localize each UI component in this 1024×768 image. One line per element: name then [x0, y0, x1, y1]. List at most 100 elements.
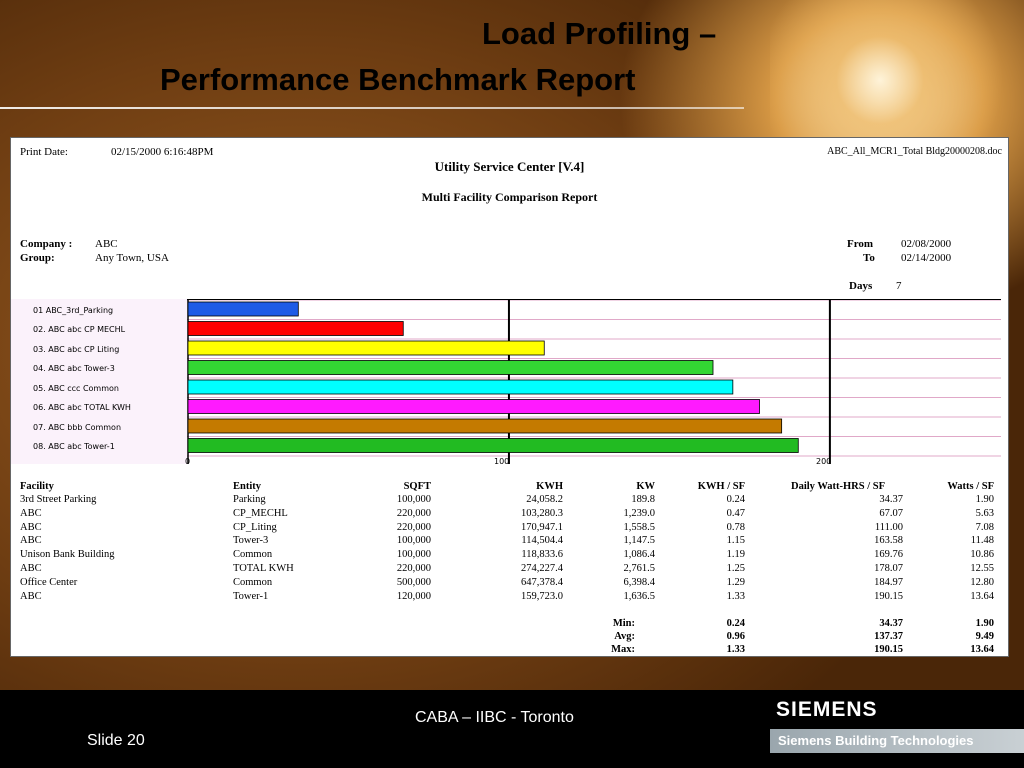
bar-5 — [187, 379, 734, 395]
col-header-kwh-sf: KWH / SF — [697, 481, 745, 492]
report-document: Print Date: 02/15/2000 6:16:48PM ABC_All… — [10, 137, 1009, 657]
category-label: 02. ABC abc CP MECHL — [33, 325, 126, 334]
cell-facility: ABC — [20, 590, 42, 602]
cell-facility: ABC — [20, 535, 42, 547]
summary-label: Avg: — [614, 631, 635, 642]
cell-watts-sf: 12.55 — [970, 563, 994, 574]
cell-kwh-sf: 1.33 — [726, 590, 745, 602]
to-label: To — [863, 252, 875, 264]
cell-facility: ABC — [20, 563, 42, 574]
cell-sqft: 500,000 — [396, 576, 431, 588]
category-label: 08. ABC abc Tower-1 — [33, 442, 115, 451]
summary-label: Max: — [611, 644, 635, 655]
cell-facility: ABC — [20, 521, 42, 533]
summary-kwh-sf: 0.24 — [726, 618, 745, 629]
footer-event-text: CABA – IIBC - Toronto — [415, 709, 574, 726]
cell-kwh: 24,058.2 — [526, 494, 563, 505]
cell-kw: 189.8 — [631, 494, 655, 505]
siemens-logo: SIEMENS — [776, 698, 878, 721]
cell-sqft: 100,000 — [396, 535, 431, 547]
cell-entity: Tower-1 — [233, 590, 269, 602]
summary-kwh-sf: 0.96 — [726, 631, 745, 642]
bar-7 — [187, 418, 783, 434]
print-date-label: Print Date: — [20, 146, 68, 158]
summary-daily-watt-hrs: 190.15 — [874, 644, 903, 655]
slide-title-line-1: Load Profiling – — [482, 16, 717, 51]
chart-plot-area — [187, 299, 1001, 464]
x-tick-label: 200 — [816, 457, 832, 466]
cell-kw: 1,239.0 — [623, 507, 656, 519]
category-label: 06. ABC abc TOTAL KWH — [33, 403, 131, 412]
division-banner: Siemens Building Technologies — [770, 729, 1024, 753]
cell-daily-watt-hrs: 67.07 — [879, 507, 903, 519]
slide-background: Load Profiling – Performance Benchmark R… — [0, 0, 1024, 690]
to-value: 02/14/2000 — [901, 252, 952, 264]
col-header-entity: Entity — [233, 481, 262, 492]
cell-watts-sf: 1.90 — [975, 494, 994, 505]
bar-6 — [187, 399, 760, 414]
days-label: Days — [849, 280, 873, 292]
col-header-daily-watt-hrs: Daily Watt-HRS / SF — [791, 481, 886, 492]
cell-kwh-sf: 1.25 — [726, 563, 745, 574]
cell-daily-watt-hrs: 169.76 — [874, 549, 903, 561]
cell-kw: 1,147.5 — [623, 535, 656, 547]
category-label: 03. ABC abc CP Liting — [33, 345, 120, 354]
col-header-sqft: SQFT — [403, 481, 431, 492]
cell-kw: 6,398.4 — [623, 576, 656, 588]
cell-daily-watt-hrs: 111.00 — [874, 521, 903, 533]
cell-watts-sf: 7.08 — [975, 521, 994, 533]
cell-kw: 1,636.5 — [623, 590, 656, 602]
category-label: 01 ABC_3rd_Parking — [33, 306, 114, 315]
benchmark-bar-chart: 01 ABC_3rd_Parking 02. ABC abc CP MECHL … — [11, 299, 1001, 469]
cell-sqft: 220,000 — [396, 563, 431, 574]
cell-sqft: 120,000 — [396, 590, 431, 602]
x-tick-label: 100 — [494, 457, 510, 466]
cell-entity: Parking — [233, 494, 266, 505]
group-label: Group: — [20, 252, 55, 264]
cell-daily-watt-hrs: 190.15 — [874, 590, 903, 602]
report-header-title: Utility Service Center [V.4] — [434, 159, 585, 174]
cell-sqft: 100,000 — [396, 549, 431, 561]
company-label: Company : — [20, 238, 73, 250]
cell-kwh-sf: 0.47 — [726, 507, 745, 519]
slide-footer: CABA – IIBC - Toronto Slide 20 SIEMENS S… — [0, 690, 1024, 768]
x-tick-label: 0 — [185, 457, 191, 466]
print-date-value: 02/15/2000 6:16:48PM — [111, 146, 214, 158]
cell-kwh: 114,504.4 — [521, 535, 563, 547]
chart-category-panel: 01 ABC_3rd_Parking 02. ABC abc CP MECHL … — [11, 299, 187, 464]
cell-kwh: 170,947.1 — [521, 521, 563, 533]
cell-facility: Office Center — [20, 576, 78, 588]
from-label: From — [847, 238, 874, 250]
cell-kwh-sf: 1.29 — [726, 576, 745, 588]
bar-1 — [187, 301, 299, 317]
cell-kwh: 159,723.0 — [521, 590, 563, 602]
col-header-watts-sf: Watts / SF — [947, 481, 994, 492]
category-label: 04. ABC abc Tower-3 — [33, 364, 115, 373]
cell-entity: CP_MECHL — [233, 507, 288, 519]
cell-facility: Unison Bank Building — [20, 549, 115, 561]
cell-facility: ABC — [20, 507, 42, 519]
summary-watts-sf: 13.64 — [970, 644, 994, 655]
cell-watts-sf: 11.48 — [970, 535, 994, 547]
cell-kwh: 647,378.4 — [521, 576, 563, 588]
cell-sqft: 220,000 — [396, 507, 431, 519]
cell-kw: 2,761.5 — [623, 563, 656, 574]
cell-kw: 1,558.5 — [623, 521, 656, 533]
cell-kwh-sf: 0.24 — [726, 494, 745, 505]
col-header-kw: KW — [636, 481, 655, 492]
cell-daily-watt-hrs: 178.07 — [874, 563, 903, 574]
cell-kw: 1,086.4 — [623, 549, 656, 561]
cell-daily-watt-hrs: 184.97 — [874, 576, 903, 588]
cell-kwh-sf: 1.15 — [726, 535, 745, 547]
cell-sqft: 100,000 — [396, 494, 431, 505]
summary-daily-watt-hrs: 137.37 — [874, 631, 903, 642]
report-subtitle: Multi Facility Comparison Report — [421, 190, 598, 204]
slide-number: Slide 20 — [87, 732, 145, 749]
cell-kwh-sf: 0.78 — [726, 521, 745, 533]
cell-kwh: 274,227.4 — [521, 563, 563, 574]
category-label: 05. ABC ccc Common — [33, 384, 119, 393]
cell-kwh: 103,280.3 — [521, 507, 563, 519]
summary-daily-watt-hrs: 34.37 — [879, 618, 903, 629]
summary-kwh-sf: 1.33 — [726, 644, 745, 655]
bar-8 — [187, 438, 799, 453]
